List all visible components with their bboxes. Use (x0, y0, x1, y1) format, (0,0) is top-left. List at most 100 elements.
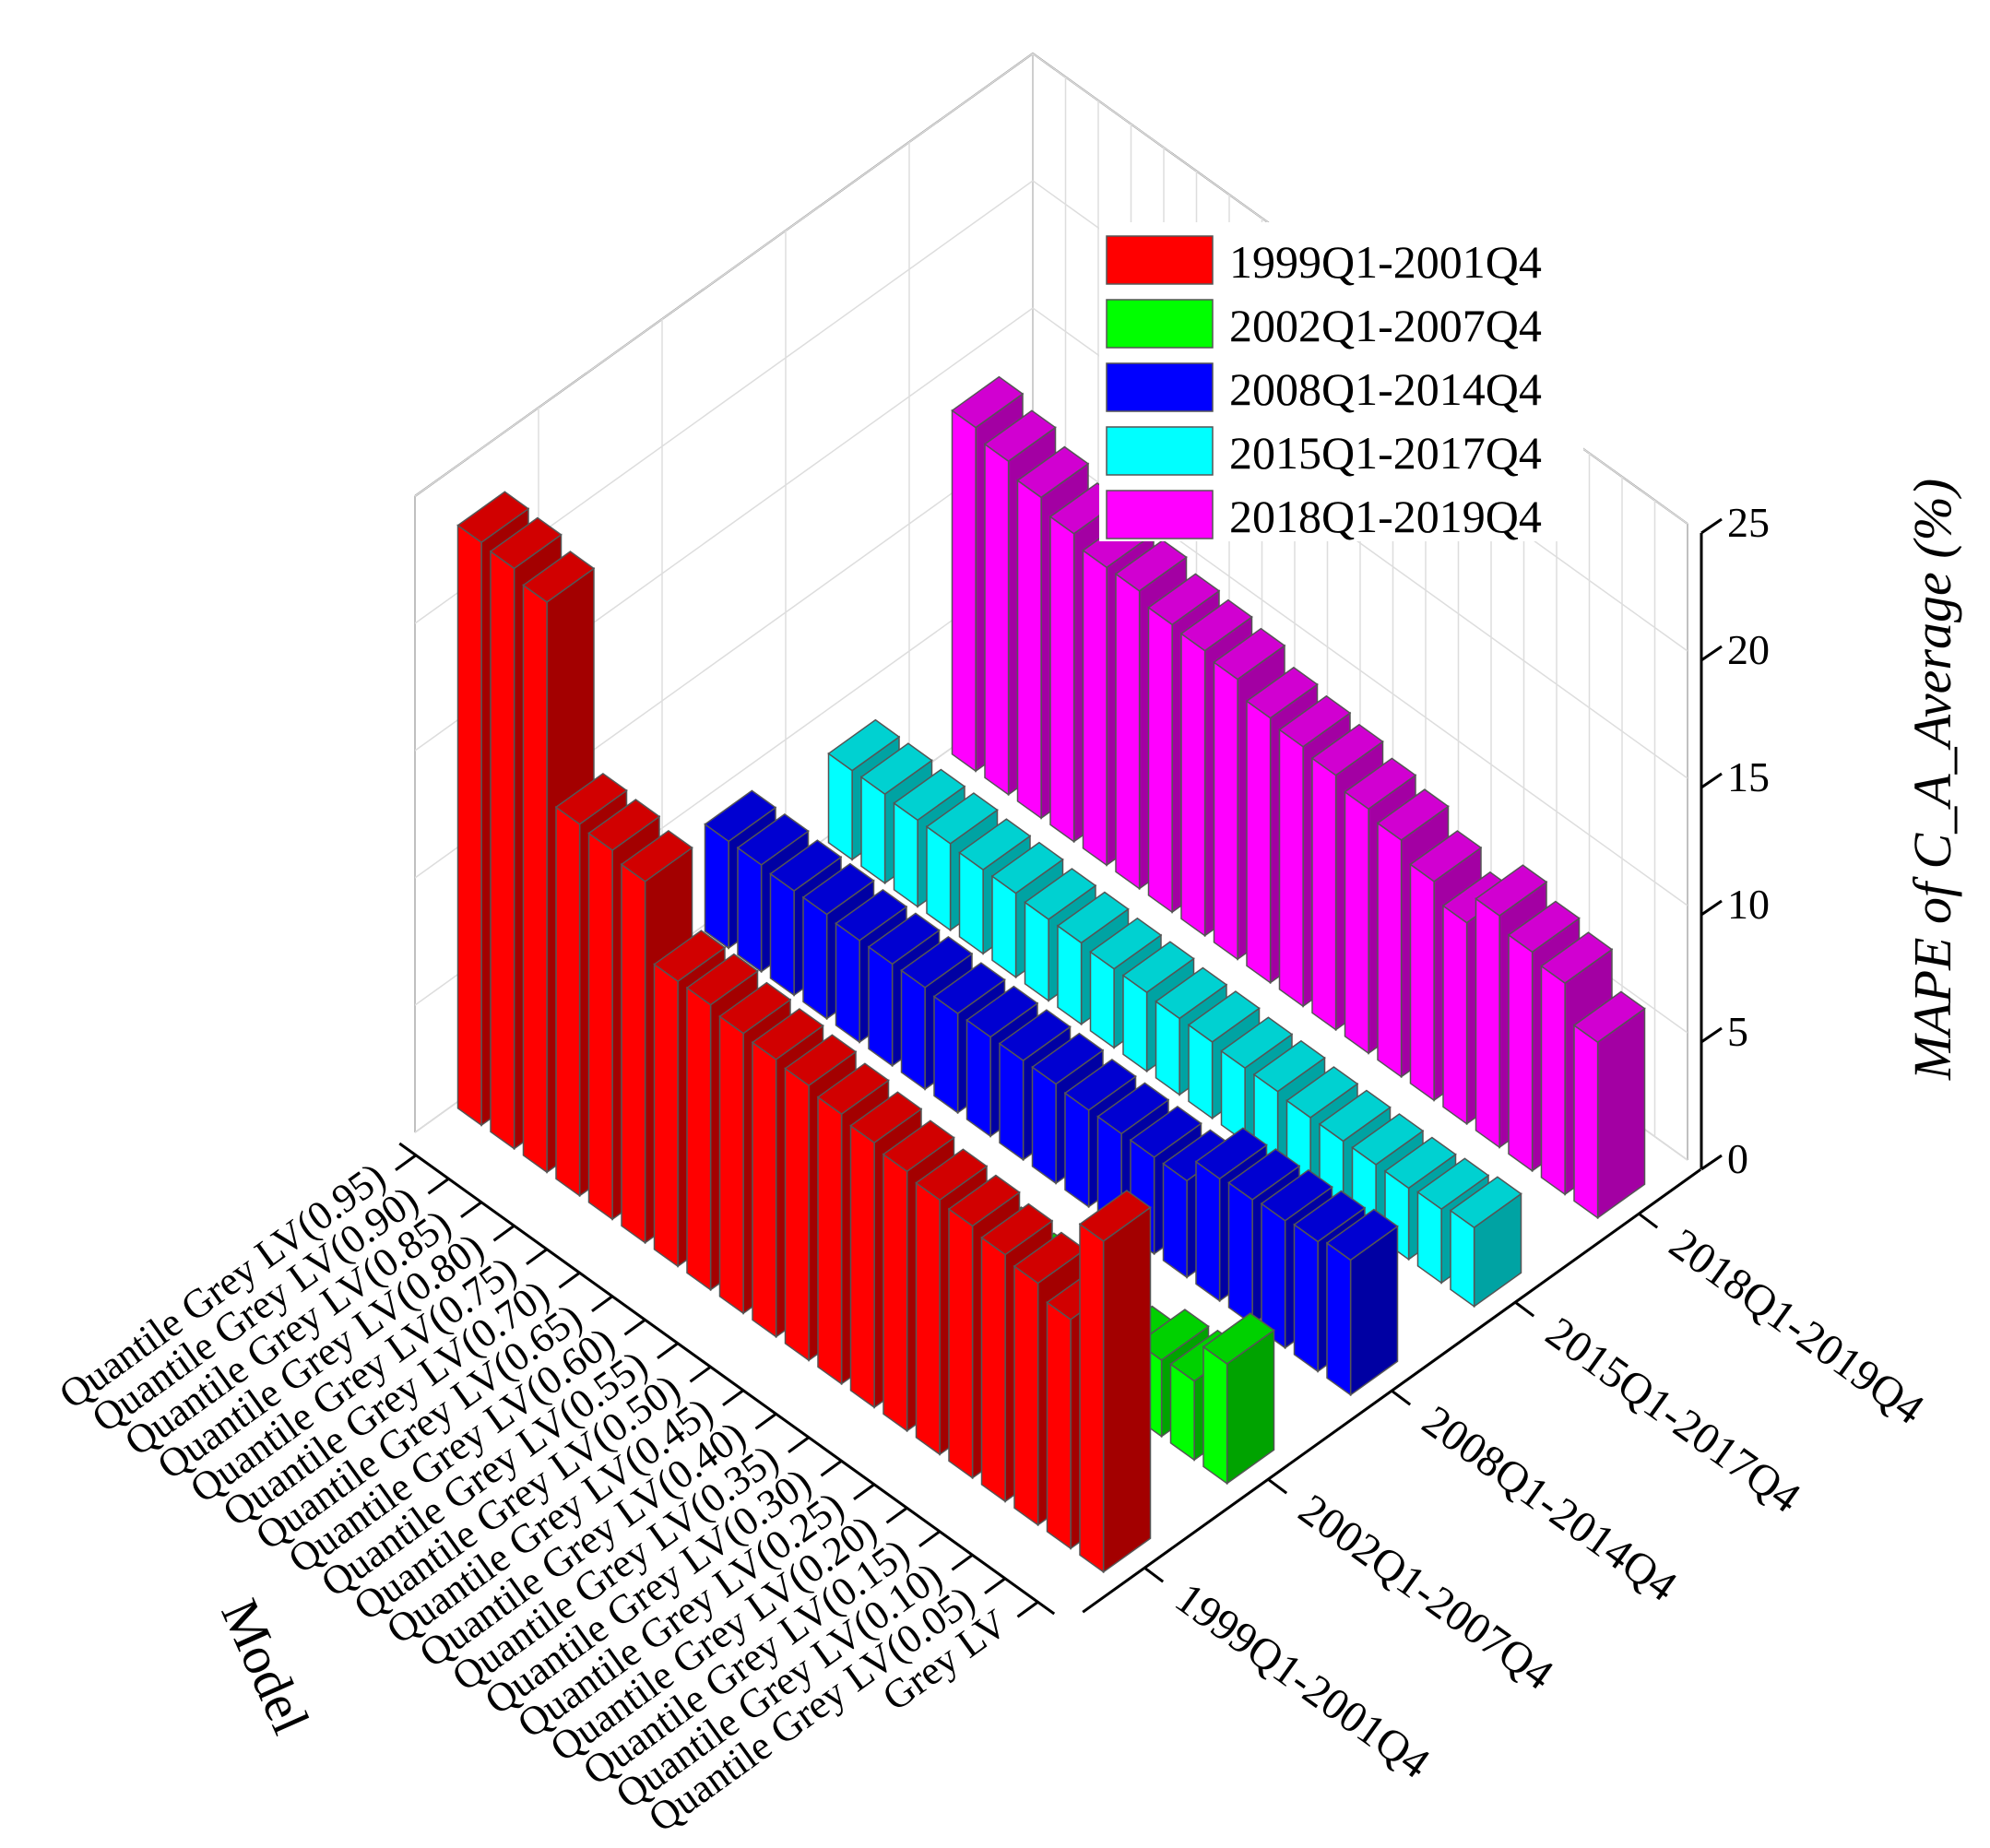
legend-swatch (1106, 299, 1214, 349)
bar-top (456, 491, 530, 544)
bar-face (1162, 1162, 1188, 1279)
z-tick-label: 15 (1727, 753, 1770, 800)
legend-label: 2008Q1-2014Q4 (1229, 363, 1542, 415)
bar-face (951, 409, 977, 773)
bar-top (718, 981, 792, 1035)
bar-top (951, 375, 1025, 429)
bar-face (817, 1096, 843, 1386)
bar-face (718, 1014, 744, 1315)
x-tick (885, 1507, 908, 1524)
z-tick (1700, 517, 1723, 535)
bar-top (1187, 990, 1261, 1043)
x-tick (1016, 1601, 1039, 1618)
bar-face (737, 846, 763, 974)
bar-face (1213, 660, 1238, 961)
bar-top (827, 718, 901, 772)
bar-top (1121, 941, 1195, 994)
x-tick (623, 1319, 646, 1336)
z-tick-label: 10 (1727, 881, 1770, 928)
bar-top (1245, 666, 1319, 719)
bar-face (1475, 897, 1500, 1149)
bar-face (1046, 1300, 1072, 1550)
z-tick (1700, 645, 1723, 662)
legend-label: 2018Q1-2019Q4 (1229, 491, 1542, 542)
bar-top (958, 818, 1032, 871)
bar-face (686, 986, 712, 1292)
bar-face (522, 584, 548, 1174)
bar-top (1409, 830, 1483, 883)
x-tick (657, 1342, 679, 1359)
bar-face (835, 921, 860, 1044)
bar-face (769, 872, 795, 997)
bar-top (522, 551, 596, 603)
bar-top (932, 962, 1006, 1014)
bar-face (1147, 606, 1173, 914)
y-tick-label: 1999Q1-2001Q4 (1167, 1573, 1439, 1788)
bar-face (849, 1124, 875, 1409)
y-tick-label: 2015Q1-2017Q4 (1537, 1308, 1809, 1522)
x-tick (492, 1225, 515, 1242)
x-tick (918, 1530, 941, 1547)
bar-face (490, 550, 515, 1151)
bar-top (965, 985, 1039, 1038)
bar-face (704, 823, 729, 950)
z-tick (1700, 899, 1723, 917)
bar (1202, 1312, 1275, 1486)
legend-label: 2015Q1-2017Q4 (1229, 427, 1542, 479)
bar-face (1195, 1160, 1221, 1303)
bar-top (947, 1174, 1021, 1227)
x-tick (689, 1366, 712, 1383)
x-tick (820, 1460, 843, 1477)
bar-top (1155, 966, 1228, 1020)
bar-top (751, 1008, 824, 1060)
bar-face (1180, 632, 1206, 938)
bar-top (859, 742, 933, 796)
bar (1078, 1190, 1152, 1574)
bar-top (704, 789, 777, 843)
bar-face (802, 895, 828, 1021)
bar-top (1089, 917, 1163, 970)
bar-top (1063, 1058, 1137, 1111)
bar-face (1227, 1181, 1253, 1326)
x-tick (591, 1295, 613, 1312)
z-tick (1700, 1154, 1723, 1171)
z-tick (1700, 772, 1723, 789)
y-tick (1143, 1566, 1165, 1583)
bar-top (983, 409, 1057, 463)
z-tick-labels: 0 5 10 15 20 25 (1727, 499, 1770, 1182)
axes (395, 517, 1723, 1618)
bar-top (1416, 1157, 1490, 1211)
bar-top (1344, 757, 1417, 811)
bar-top (900, 935, 974, 989)
legend-swatch (1106, 426, 1214, 476)
bar-face (1442, 904, 1468, 1126)
z-tick (1700, 1026, 1723, 1044)
bar-top (893, 768, 966, 822)
bar-top (489, 516, 563, 570)
bar-face (948, 1207, 974, 1480)
bar-top (1213, 627, 1286, 681)
bar-face (1540, 965, 1566, 1196)
bar-top (801, 862, 875, 916)
legend-swatch (1106, 362, 1214, 412)
bar-top (1376, 788, 1450, 841)
bar-face (1326, 1241, 1352, 1397)
bar-face (1311, 756, 1337, 1032)
bar (1572, 990, 1646, 1220)
x-tick (754, 1413, 777, 1430)
bar-face (621, 862, 646, 1245)
bar-face (1246, 699, 1272, 985)
bar-face (882, 1153, 908, 1433)
bar-top (1202, 1312, 1275, 1365)
bar-face (1016, 479, 1042, 820)
bar-face (893, 801, 918, 908)
bar (1449, 1176, 1522, 1309)
bar-face (555, 805, 581, 1198)
bar-face (860, 776, 886, 885)
bar-face (456, 524, 482, 1127)
x-tick (395, 1154, 417, 1171)
bar-face (926, 825, 952, 932)
bar-top (587, 799, 661, 851)
y-tick-label: 2018Q1-2019Q4 (1661, 1219, 1933, 1434)
